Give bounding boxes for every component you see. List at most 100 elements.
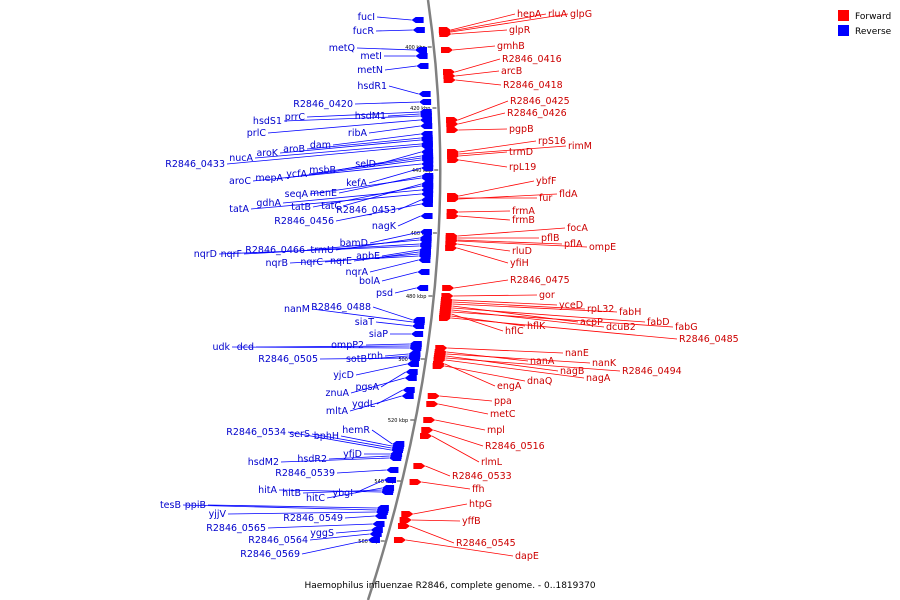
gene-label-yced[interactable]: yceD [559,300,583,311]
gene-label-gor[interactable]: gor [539,290,555,301]
gene-label-enga[interactable]: engA [497,381,522,392]
gene-label-nqrd[interactable]: nqrD [194,249,217,260]
gene-label-yggs[interactable]: yggS [310,528,334,539]
gene-label-r2846-0545[interactable]: R2846_0545 [456,538,516,549]
gene-label-r2846-0453[interactable]: R2846_0453 [336,205,396,216]
gene-label-frma[interactable]: frmA [512,206,535,217]
gene-feature-reverse-bola[interactable] [417,269,430,275]
gene-label-mepa[interactable]: mepA [255,173,283,184]
gene-feature-forward-rlml[interactable] [420,433,433,439]
gene-label-fur[interactable]: fur [539,193,552,204]
gene-label-r2846-0456[interactable]: R2846_0456 [274,216,334,227]
gene-label-r2846-0466[interactable]: R2846_0466 [245,245,305,256]
gene-label-glpg[interactable]: glpG [570,9,592,20]
gene-label-rpl32[interactable]: rpL32 [587,304,614,315]
gene-label-seld[interactable]: selD [355,159,376,170]
gene-label-nqra[interactable]: nqrA [346,267,369,278]
gene-feature-forward-ffh[interactable] [409,479,422,485]
gene-label-r2846-0488[interactable]: R2846_0488 [311,302,371,313]
gene-label-nagb[interactable]: nagB [560,366,584,377]
gene-feature-reverse-siap[interactable] [411,331,424,337]
gene-label-ffh[interactable]: ffh [472,484,485,495]
gene-label-rnh[interactable]: rnh [367,351,383,362]
gene-feature-reverse-r2846-0564[interactable] [369,531,382,537]
gene-feature-reverse-yjcd[interactable] [406,361,419,367]
gene-label-fabh[interactable]: fabH [619,307,641,318]
gene-label-nqrc[interactable]: nqrC [300,257,323,268]
gene-label-nqre[interactable]: nqrE [330,256,352,267]
gene-label-glpr[interactable]: glpR [509,25,531,36]
gene-feature-forward-r2846-0475[interactable] [442,285,455,291]
gene-label-ompe[interactable]: ompE [589,242,616,253]
gene-feature-reverse-fucr[interactable] [412,27,425,33]
gene-feature-forward-r2846-0426[interactable] [446,121,459,127]
gene-label-rimm[interactable]: rimM [568,141,592,152]
gene-feature-forward-r2846-0533[interactable] [413,463,426,469]
legend-item-forward[interactable]: Forward [838,10,891,22]
gene-label-pflb[interactable]: pflB [541,233,560,244]
gene-label-dam[interactable]: dam [310,140,331,151]
gene-feature-reverse-riba[interactable] [420,123,433,129]
gene-label-hemr[interactable]: hemR [342,425,370,436]
gene-label-ompp2[interactable]: ompP2 [331,340,364,351]
gene-label-yffb[interactable]: yffB [462,516,481,527]
gene-feature-forward-dape[interactable] [393,537,406,543]
gene-label-r2846-0549[interactable]: R2846_0549 [283,513,343,524]
gene-label-hflc[interactable]: hflC [505,326,524,337]
gene-label-acpp[interactable]: acpP [580,317,603,328]
gene-label-aroc[interactable]: aroC [229,176,251,187]
gene-feature-reverse-hita[interactable] [381,489,394,495]
gene-label-metq[interactable]: metQ [329,43,355,54]
gene-label-trmu[interactable]: trmU [310,245,334,256]
gene-label-arob[interactable]: aroB [283,144,305,155]
gene-label-nana[interactable]: nanA [530,356,555,367]
gene-feature-forward-pgpb[interactable] [446,127,459,133]
gene-feature-reverse-hsdm2[interactable] [389,455,402,461]
gene-label-bola[interactable]: bolA [359,276,380,287]
gene-feature-reverse-udk[interactable] [409,345,422,351]
gene-label-nqrb[interactable]: nqrB [266,258,288,269]
gene-label-arok[interactable]: aroK [256,148,278,159]
gene-label-hsdm2[interactable]: hsdM2 [248,457,279,468]
gene-label-fuci[interactable]: fucI [358,12,375,23]
gene-feature-reverse-mlta[interactable] [401,393,414,399]
gene-label-r2846-0569[interactable]: R2846_0569 [240,549,300,560]
gene-label-gdha[interactable]: gdhA [256,198,281,209]
gene-feature-forward-yffb[interactable] [399,517,412,523]
gene-label-mlta[interactable]: mltA [326,406,349,417]
gene-label-r2846-0433[interactable]: R2846_0433 [165,159,225,170]
gene-feature-reverse-prlc[interactable] [420,117,433,123]
gene-label-msbb[interactable]: msbB [309,165,336,176]
gene-label-dcub2[interactable]: dcuB2 [606,322,636,333]
gene-label-hitb[interactable]: hitB [282,488,301,499]
gene-feature-reverse-r2846-0420[interactable] [419,99,432,105]
gene-label-sotb[interactable]: sotB [346,354,367,365]
gene-label-ppa[interactable]: ppa [494,396,512,407]
gene-label-nanm[interactable]: nanM [284,304,310,315]
gene-label-tata[interactable]: tatA [229,204,249,215]
gene-label-siap[interactable]: siaP [369,329,388,340]
gene-label-hsdm1[interactable]: hsdM1 [355,111,386,122]
gene-label-r2846-0494[interactable]: R2846_0494 [622,366,682,377]
gene-label-hitc[interactable]: hitC [306,493,325,504]
gene-label-r2846-0426[interactable]: R2846_0426 [507,108,567,119]
gene-label-yjjv[interactable]: yjjV [209,509,227,520]
gene-label-rlua[interactable]: rluA [548,9,568,20]
gene-feature-reverse-tata[interactable] [421,191,434,197]
gene-label-prlc[interactable]: prlC [247,128,267,139]
gene-feature-reverse-metq[interactable] [415,47,427,53]
gene-feature-forward-rpl19[interactable] [447,157,460,163]
gene-label-nank[interactable]: nanK [592,358,617,369]
gene-label-r2846-0505[interactable]: R2846_0505 [258,354,318,365]
gene-feature-forward-dnaq[interactable] [432,363,445,369]
gene-label-htpg[interactable]: htpG [469,499,492,510]
gene-label-r2846-0516[interactable]: R2846_0516 [485,441,545,452]
legend-item-reverse[interactable]: Reverse [838,25,892,37]
gene-feature-forward-yfih[interactable] [445,245,458,251]
gene-label-pfla[interactable]: pflA [564,239,583,250]
gene-label-meti[interactable]: metI [360,51,382,62]
gene-feature-forward-r2846-0485[interactable] [439,315,452,321]
gene-feature-reverse-metn[interactable] [416,63,429,69]
gene-feature-forward-glpr[interactable] [439,31,452,37]
gene-feature-forward-gmhb[interactable] [441,47,453,53]
